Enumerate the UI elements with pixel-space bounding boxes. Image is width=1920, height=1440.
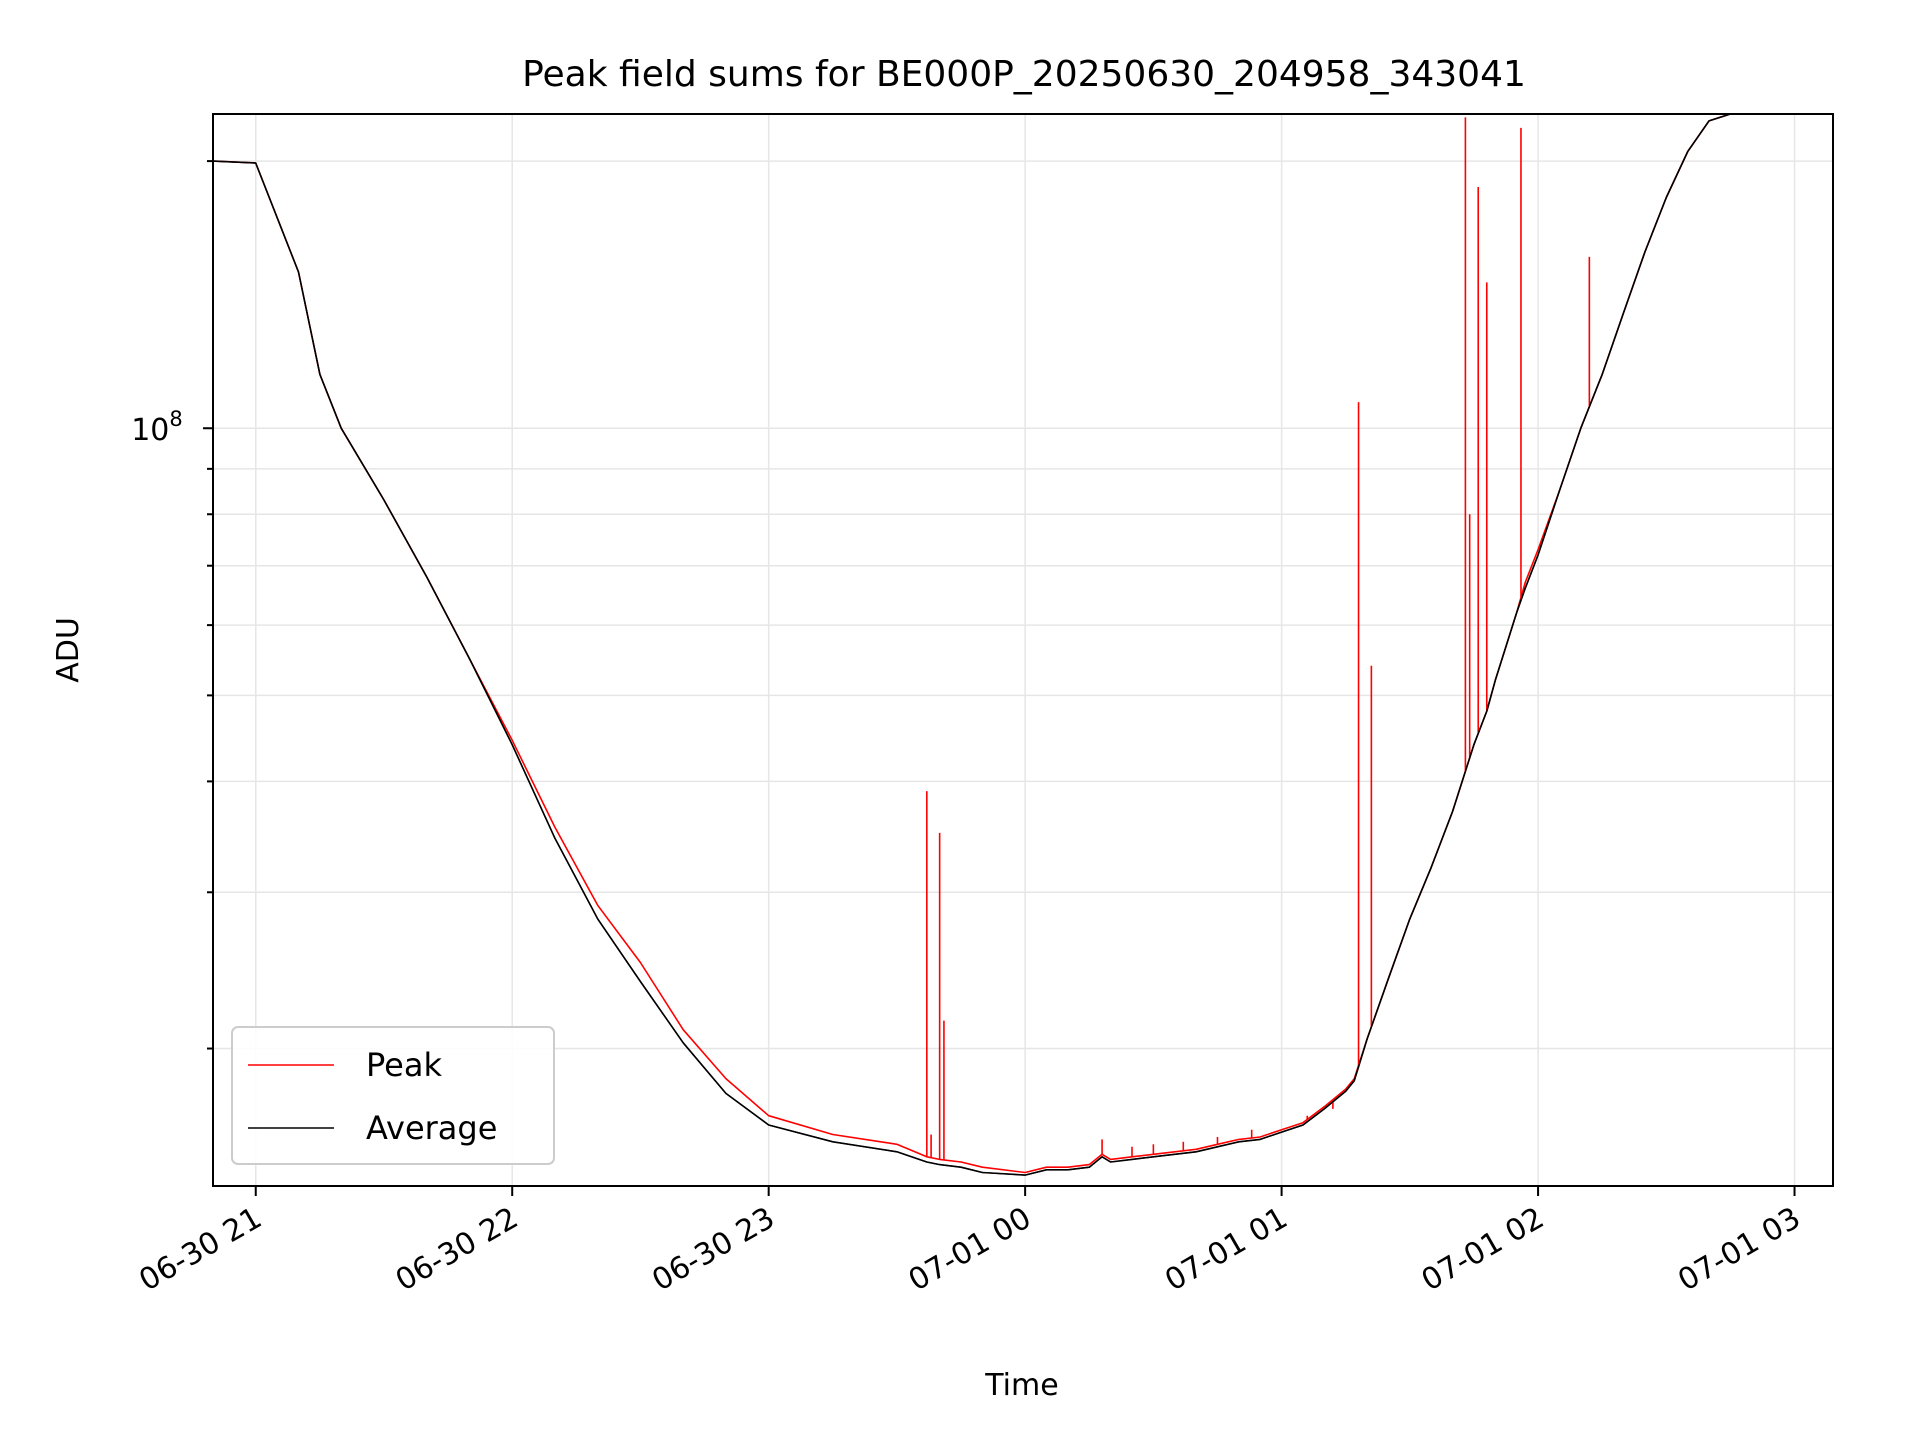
- gridlines: [213, 114, 1833, 1186]
- x-axis: 06-30 21 06-30 22 06-30 23 07-01 00 07-01 01…: [133, 1186, 1807, 1299]
- x-axis-label: Time: [984, 1368, 1058, 1403]
- plot-frame: [212, 113, 1834, 1187]
- legend-box: [231, 1026, 555, 1165]
- legend-label-average: Average: [366, 1109, 497, 1147]
- chart-title: Peak field sums for BE000P_20250630_2049…: [522, 54, 1526, 95]
- y-tick-label: 108: [131, 407, 183, 448]
- series-layer: [213, 114, 1833, 1176]
- x-tick-label: 07-01 02: [1416, 1201, 1550, 1299]
- legend: Peak Average: [231, 1026, 555, 1165]
- series-line-average-overlay: [213, 114, 1833, 1176]
- y-axis-label: ADU: [51, 617, 86, 683]
- x-tick-label: 06-30 21: [133, 1201, 267, 1299]
- y-axis: 108: [131, 160, 213, 1050]
- legend-label-peak: Peak: [366, 1046, 442, 1084]
- x-tick-label: 06-30 22: [390, 1201, 524, 1299]
- x-tick-label: 07-01 03: [1672, 1201, 1806, 1299]
- x-tick-label: 07-01 00: [903, 1201, 1037, 1299]
- x-tick-label: 07-01 01: [1159, 1201, 1293, 1299]
- x-tick-label: 06-30 23: [646, 1201, 780, 1299]
